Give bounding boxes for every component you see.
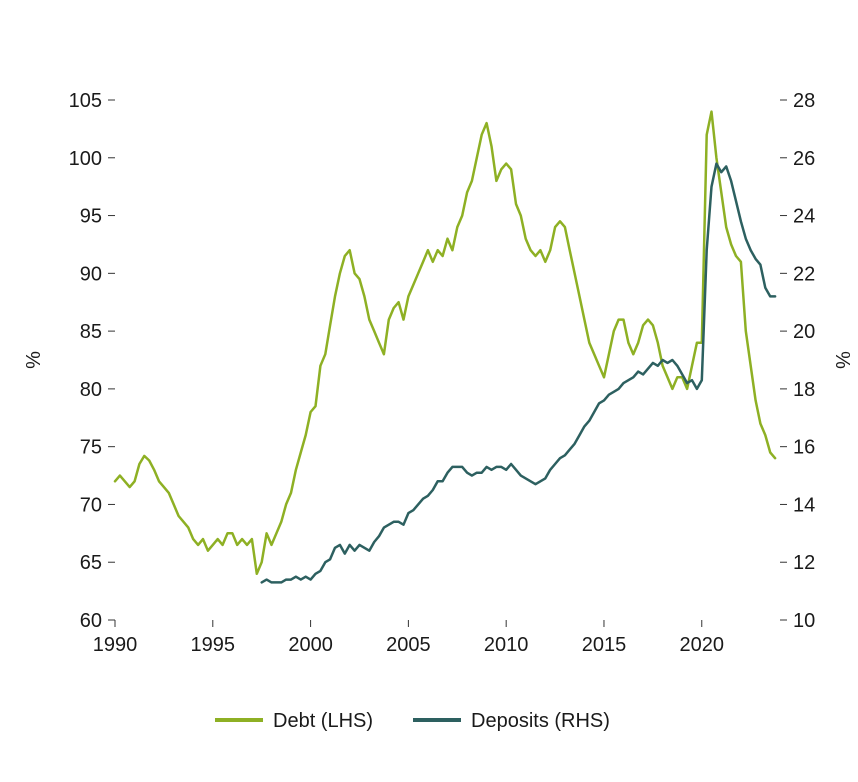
legend-label: Debt (LHS) [273,710,373,732]
right-tick-label: 28 [793,90,815,112]
left-tick-label: 60 [80,610,102,632]
left-tick-label: 75 [80,437,102,459]
left-tick-label: 105 [69,90,102,112]
left-tick-label: 95 [80,206,102,228]
x-tick-label: 2010 [484,634,529,656]
right-tick-label: 20 [793,321,815,343]
right-tick-label: 26 [793,148,815,170]
x-tick-label: 2020 [680,634,725,656]
right-axis-title: % [831,351,853,369]
right-tick-label: 12 [793,552,815,574]
left-tick-label: 70 [80,494,102,516]
right-tick-label: 14 [793,494,815,516]
right-tick-label: 10 [793,610,815,632]
chart-svg: 60 65 70 75 80 85 90 95 100 105% 10 12 14 16 18 20 22 24 2… [0,0,858,782]
right-tick-label: 16 [793,437,815,459]
x-tick-label: 1995 [191,634,236,656]
right-tick-label: 22 [793,263,815,285]
left-tick-label: 90 [80,263,102,285]
left-axis-title: % [23,351,45,369]
x-tick-label: 2000 [288,634,333,656]
legend-label: Deposits (RHS) [471,710,610,732]
chart-container: 60 65 70 75 80 85 90 95 100 105% 10 12 14 16 18 20 22 24 2… [0,0,858,782]
x-tick-label: 1990 [93,634,138,656]
left-tick-label: 80 [80,379,102,401]
x-tick-label: 2015 [582,634,627,656]
x-tick-label: 2005 [386,634,431,656]
right-tick-label: 18 [793,379,815,401]
left-tick-label: 85 [80,321,102,343]
left-tick-label: 100 [69,148,102,170]
left-tick-label: 65 [80,552,102,574]
right-tick-label: 24 [793,206,815,228]
